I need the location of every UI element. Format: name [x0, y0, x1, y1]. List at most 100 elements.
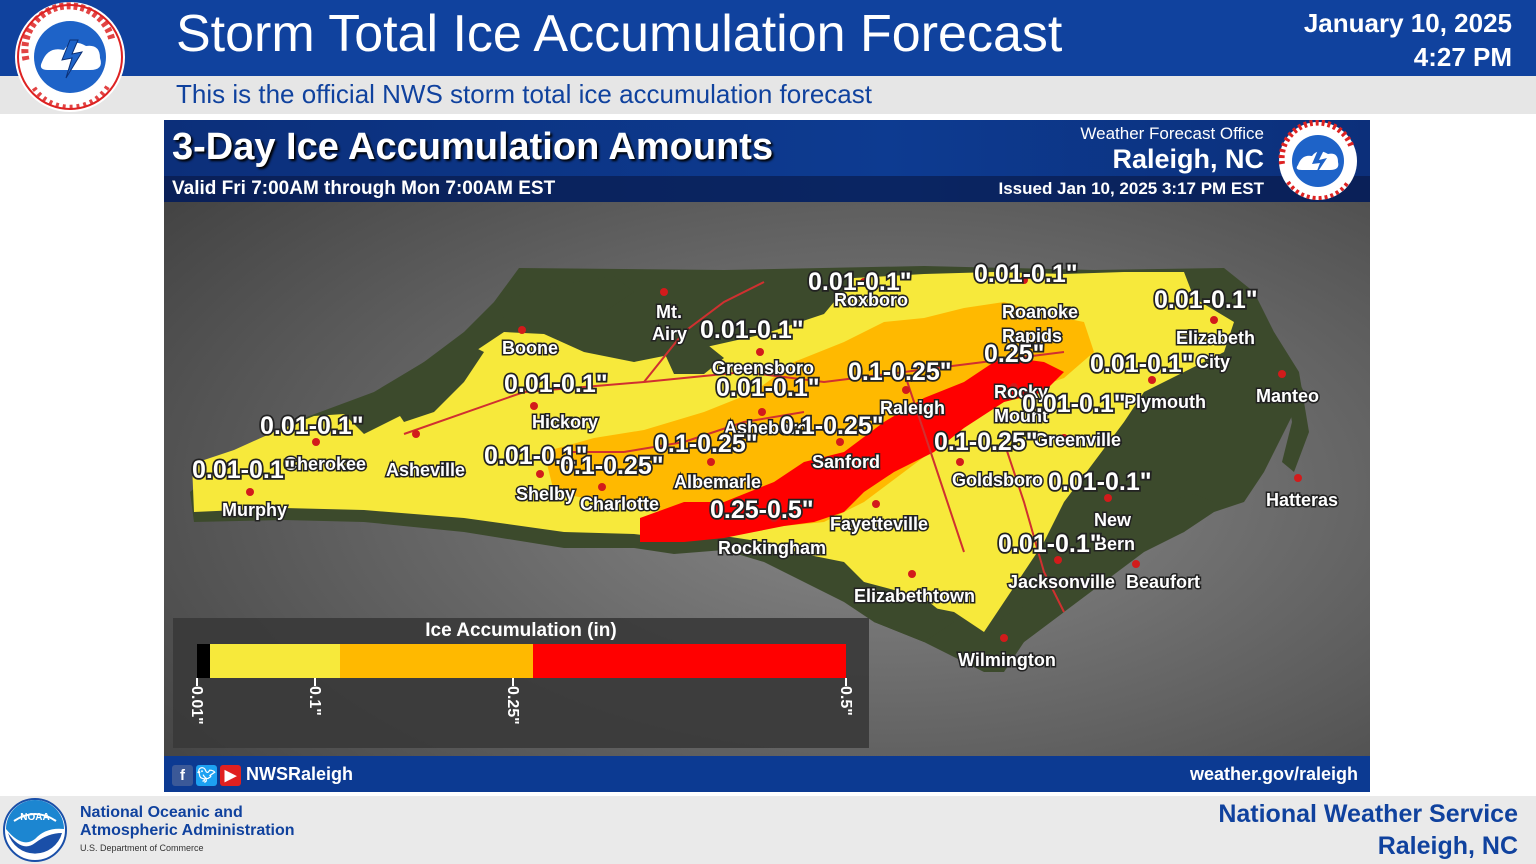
- zone-red: [640, 358, 1064, 542]
- city-goldsboro: Goldsboro: [952, 470, 1043, 490]
- page-subtitle: This is the official NWS storm total ice…: [176, 79, 872, 109]
- amount-label: 0.01-0.1": [716, 374, 820, 402]
- city-cherokee: Cherokee: [284, 454, 366, 474]
- legend-swatch-orange: [340, 644, 533, 678]
- graphic-title: 3-Day Ice Accumulation Amounts: [172, 126, 774, 168]
- city-greensboro: Greensboro: [712, 358, 814, 378]
- city-mt-airy-1: Mt.: [656, 302, 682, 322]
- nc-ice-map: Mt. Airy Boone Roxboro Roanoke Rapids El…: [173, 258, 1340, 748]
- issued-time: Issued Jan 10, 2025 3:17 PM EST: [998, 179, 1264, 198]
- legend-swatch-yellow: [210, 644, 340, 678]
- city-raleigh: Raleigh: [880, 398, 945, 418]
- social-handle[interactable]: NWSRaleigh: [246, 764, 354, 784]
- zone-orange: [544, 302, 1094, 532]
- city-roanoke-rapids-1: Roanoke: [1002, 302, 1078, 322]
- city-murphy: Murphy: [222, 500, 287, 520]
- amount-label: 0.25": [984, 340, 1045, 368]
- issue-datetime: January 10, 2025 4:27 PM: [1304, 6, 1512, 74]
- valid-period: Valid Fri 7:00AM through Mon 7:00AM EST: [172, 178, 556, 199]
- amount-label: 0.1-0.25": [560, 452, 664, 480]
- city-hatteras: Hatteras: [1266, 490, 1338, 510]
- amount-label: 0.01-0.1": [998, 530, 1102, 558]
- top-banner: [0, 0, 1536, 76]
- noaa-department: U.S. Department of Commerce: [80, 843, 204, 853]
- city-greenville: Greenville: [1034, 430, 1121, 450]
- city-rocky-mount-1: Rocky: [994, 382, 1048, 402]
- amount-label: 0.01-0.1": [974, 260, 1078, 288]
- amount-label: 0.25-0.5": [710, 496, 814, 524]
- city-asheville: Asheville: [386, 460, 465, 480]
- facebook-icon[interactable]: f: [172, 764, 193, 786]
- city-sanford: Sanford: [812, 452, 880, 472]
- city-manteo: Manteo: [1256, 386, 1319, 406]
- issue-date: January 10, 2025: [1303, 8, 1512, 38]
- amount-label: 0.1-0.25": [848, 358, 952, 386]
- noaa-name: National Oceanic and Atmospheric Adminis…: [80, 804, 295, 840]
- forecast-graphic: 3-Day Ice Accumulation Amounts Valid Fri…: [164, 120, 1370, 792]
- issue-time: 4:27 PM: [1413, 42, 1512, 72]
- city-boone: Boone: [502, 338, 558, 358]
- legend: Ice Accumulation (in) 0.01" 0.1" 0.25" 0…: [173, 618, 869, 748]
- nws-small-logo-icon: [1278, 120, 1357, 201]
- noaa-name-line2: Atmospheric Administration: [80, 822, 295, 839]
- city-fayetteville: Fayetteville: [830, 514, 928, 534]
- social-icons: f 🐦︎ ▶: [172, 764, 241, 786]
- noaa-name-line1: National Oceanic and: [80, 804, 243, 821]
- city-wilmington: Wilmington: [958, 650, 1056, 670]
- amount-label: 0.01-0.1": [1154, 286, 1258, 314]
- amount-label: 0.1-0.25": [654, 430, 758, 458]
- twitter-icon[interactable]: 🐦︎: [196, 764, 217, 786]
- city-roanoke-rapids-2: Rapids: [1002, 326, 1062, 346]
- legend-tick-0.25: 0.25": [504, 686, 521, 725]
- city-elizabeth-city-2: City: [1196, 352, 1230, 372]
- city-new-bern-2: Bern: [1094, 534, 1135, 554]
- city-rockingham: Rockingham: [718, 538, 826, 558]
- city-albemarle: Albemarle: [674, 472, 761, 492]
- nws-office: National Weather Service Raleigh, NC: [1218, 798, 1518, 862]
- city-new-bern-1: New: [1094, 510, 1132, 530]
- city-jacksonville: Jacksonville: [1008, 572, 1115, 592]
- nws-name-line2: Raleigh, NC: [1377, 832, 1518, 860]
- youtube-icon[interactable]: ▶: [220, 764, 241, 786]
- office-city: Raleigh, NC: [1112, 144, 1264, 174]
- city-rocky-mount-2: Mount: [994, 406, 1048, 426]
- noaa-logo-icon: NOAA: [3, 798, 67, 862]
- city-shelby: Shelby: [516, 484, 575, 504]
- city-elizabeth-city-1: Elizabeth: [1176, 328, 1255, 348]
- nws-name-line1: National Weather Service: [1218, 800, 1518, 828]
- legend-tick-0.01: 0.01": [188, 686, 205, 725]
- amount-label: 0.01-0.1": [504, 370, 608, 398]
- page-title: Storm Total Ice Accumulation Forecast: [176, 5, 1063, 63]
- city-beaufort: Beaufort: [1126, 572, 1200, 592]
- legend-swatch-black: [197, 644, 210, 678]
- amount-label: 0.1-0.25": [780, 412, 884, 440]
- amount-label: 0.01-0.1": [1090, 350, 1194, 378]
- legend-title: Ice Accumulation (in): [425, 620, 616, 641]
- bottom-bar: [0, 796, 1536, 864]
- valid-strip: [164, 176, 1370, 202]
- city-charlotte: Charlotte: [580, 494, 659, 514]
- legend-swatch-red: [533, 644, 846, 678]
- amount-label: 0.01-0.1": [700, 316, 804, 344]
- city-asheboro: Asheboro: [724, 418, 808, 438]
- amount-label: 0.01-0.1": [808, 268, 912, 296]
- city-roxboro: Roxboro: [834, 290, 908, 310]
- office-label: Weather Forecast Office: [1080, 124, 1264, 143]
- website-link[interactable]: weather.gov/raleigh: [1189, 764, 1358, 784]
- graphic-footer: f 🐦︎ ▶ NWSRaleigh weather.gov/raleigh: [164, 756, 1370, 792]
- amount-label: 0.1-0.25": [934, 428, 1038, 456]
- city-plymouth: Plymouth: [1124, 392, 1206, 412]
- amount-label: 0.01-0.1": [1048, 468, 1152, 496]
- amount-label: 0.01-0.1": [260, 412, 364, 440]
- amount-label: 0.01-0.1": [484, 442, 588, 470]
- amount-label: 0.01-0.1": [192, 456, 296, 484]
- city-hickory: Hickory: [532, 412, 598, 432]
- city-mt-airy-2: Airy: [652, 324, 687, 344]
- legend-tick-0.1: 0.1": [306, 686, 323, 716]
- legend-tick-0.5: 0.5": [837, 686, 854, 716]
- svg-text:NOAA: NOAA: [20, 812, 49, 823]
- city-elizabethtown: Elizabethtown: [854, 586, 975, 606]
- nws-logo-icon: [15, 2, 125, 112]
- subtitle-bar: [0, 76, 1536, 114]
